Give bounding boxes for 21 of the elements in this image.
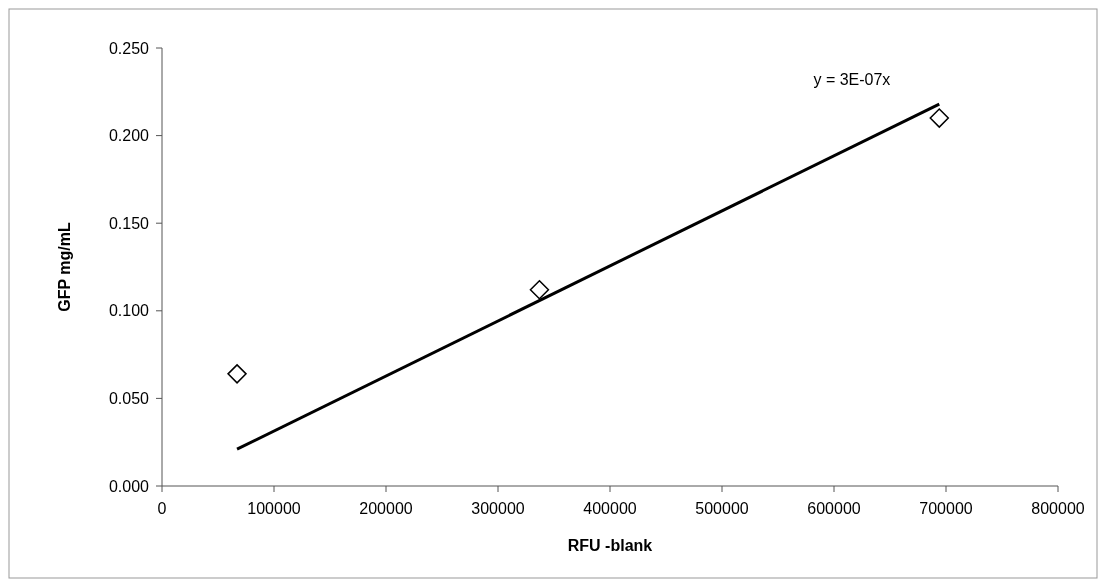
y-tick-label: 0.100 [108,302,150,320]
y-tick-label: 0.150 [108,214,150,232]
x-tick-label: 400000 [583,500,637,517]
annotation: y = 3E-07x [813,71,891,88]
x-tick-label: 300000 [471,500,525,517]
x-tick-label: 200000 [359,500,413,517]
point [929,108,950,128]
y-tick-label: 0.000 [108,477,150,495]
y-axis-title: GFP mg/mL [56,222,73,312]
x-tick-label: 0 [157,500,167,517]
x-tick-label: 100000 [247,500,301,517]
point [227,364,247,384]
x-axis-title: RFU -blank [567,537,653,554]
point [529,280,550,300]
x-tick-label: 600000 [807,500,861,517]
x-tick-label: 700000 [919,500,973,517]
y-tick-label: 0.250 [108,39,150,57]
y-tick-label: 0.050 [108,390,150,407]
x-tick-label: 500000 [695,500,749,517]
y-tick-label: 0.200 [108,127,150,145]
x-tick-label: 800000 [1031,500,1085,517]
